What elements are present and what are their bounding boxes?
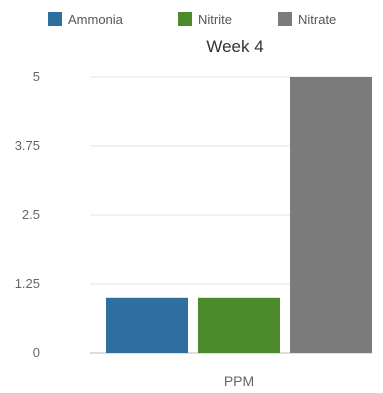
bar-nitrite [198,297,280,353]
legend-swatch-nitrate [278,12,292,26]
y-tick-label: 3.75 [15,138,40,153]
chart-title: Week 4 [206,37,263,56]
legend-swatch-nitrite [178,12,192,26]
y-tick-label: 5 [33,69,40,84]
bar-ammonia [106,297,188,353]
y-tick-label: 1.25 [15,276,40,291]
y-tick-label: 0 [33,345,40,360]
legend-label-nitrite: Nitrite [198,12,232,27]
legend-label-nitrate: Nitrate [298,12,336,27]
y-tick-label: 2.5 [22,207,40,222]
x-category-label: PPM [224,373,254,389]
legend-label-ammonia: Ammonia [68,12,124,27]
legend-swatch-ammonia [48,12,62,26]
bar-nitrate [290,77,372,353]
